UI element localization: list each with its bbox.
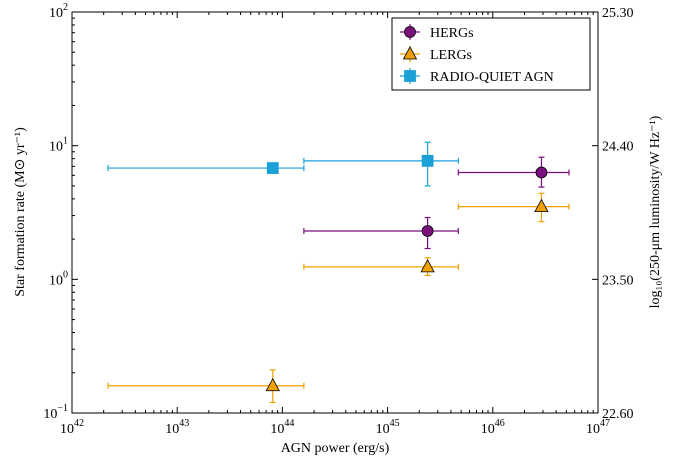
x-tick-label-exponent: 42 xyxy=(74,418,84,429)
x-tick-label: 1044 xyxy=(270,418,294,437)
marker xyxy=(420,259,435,273)
marker xyxy=(402,46,418,60)
y-axis-label: Star formation rate (M⊙ yr⁻¹) xyxy=(13,127,28,297)
x-tick-label-base: 10 xyxy=(60,422,74,437)
y-tick-label-exponent: 1 xyxy=(63,136,68,147)
x-tick-label-exponent: 47 xyxy=(600,418,610,429)
legend-label: HERGs xyxy=(430,26,474,41)
y-tick-label: 10−1 xyxy=(43,403,68,422)
marker xyxy=(421,225,434,237)
x-tick-label: 1047 xyxy=(586,418,610,437)
marker xyxy=(266,162,279,174)
y-tick-label-exponent: 2 xyxy=(63,2,68,13)
y-tick-label-base: 10 xyxy=(43,407,57,422)
marker xyxy=(265,377,280,392)
marker xyxy=(421,154,434,167)
y2-tick-label: 24.40 xyxy=(602,140,634,155)
x-tick-label-exponent: 43 xyxy=(179,418,189,429)
legend-label: RADIO-QUIET AGN xyxy=(430,70,554,85)
y2-axis-label: log₁₀(250-μm luminosity/W Hz⁻¹) xyxy=(648,115,663,308)
y-tick-label-base: 10 xyxy=(49,140,63,155)
x-tick-label: 1045 xyxy=(376,418,400,437)
y2-tick-label: 22.60 xyxy=(602,407,634,422)
y-tick-label-exponent: −1 xyxy=(57,403,68,414)
plot-frame xyxy=(71,11,599,414)
marker xyxy=(534,198,549,213)
y-tick-label-base: 10 xyxy=(49,273,63,288)
legend-box xyxy=(391,17,591,91)
legend-label: LERGs xyxy=(430,48,472,63)
y-tick-label-base: 10 xyxy=(49,6,63,21)
x-tick-label-base: 10 xyxy=(481,422,495,437)
x-tick-label-exponent: 46 xyxy=(495,418,505,429)
marker xyxy=(404,70,416,82)
y-tick-label-exponent: 0 xyxy=(63,269,68,280)
y2-tick-label: 25.30 xyxy=(602,6,634,21)
marker xyxy=(535,166,548,179)
x-tick-label-base: 10 xyxy=(376,422,390,437)
x-tick-label: 1046 xyxy=(481,418,505,437)
x-tick-label-base: 10 xyxy=(270,422,284,437)
x-tick-label-base: 10 xyxy=(165,422,179,437)
x-tick-label-exponent: 44 xyxy=(284,418,294,429)
x-tick-label-base: 10 xyxy=(586,422,600,437)
marker xyxy=(404,26,416,38)
x-tick-label: 1042 xyxy=(60,418,84,437)
y-tick-label: 101 xyxy=(49,136,68,155)
x-tick-label: 1043 xyxy=(165,418,189,437)
y-tick-label: 102 xyxy=(49,2,68,21)
x-tick-label-exponent: 45 xyxy=(390,418,400,429)
x-axis-label: AGN power (erg/s) xyxy=(281,441,390,456)
y2-tick-label: 23.50 xyxy=(602,273,634,288)
y-tick-label: 100 xyxy=(49,269,68,288)
